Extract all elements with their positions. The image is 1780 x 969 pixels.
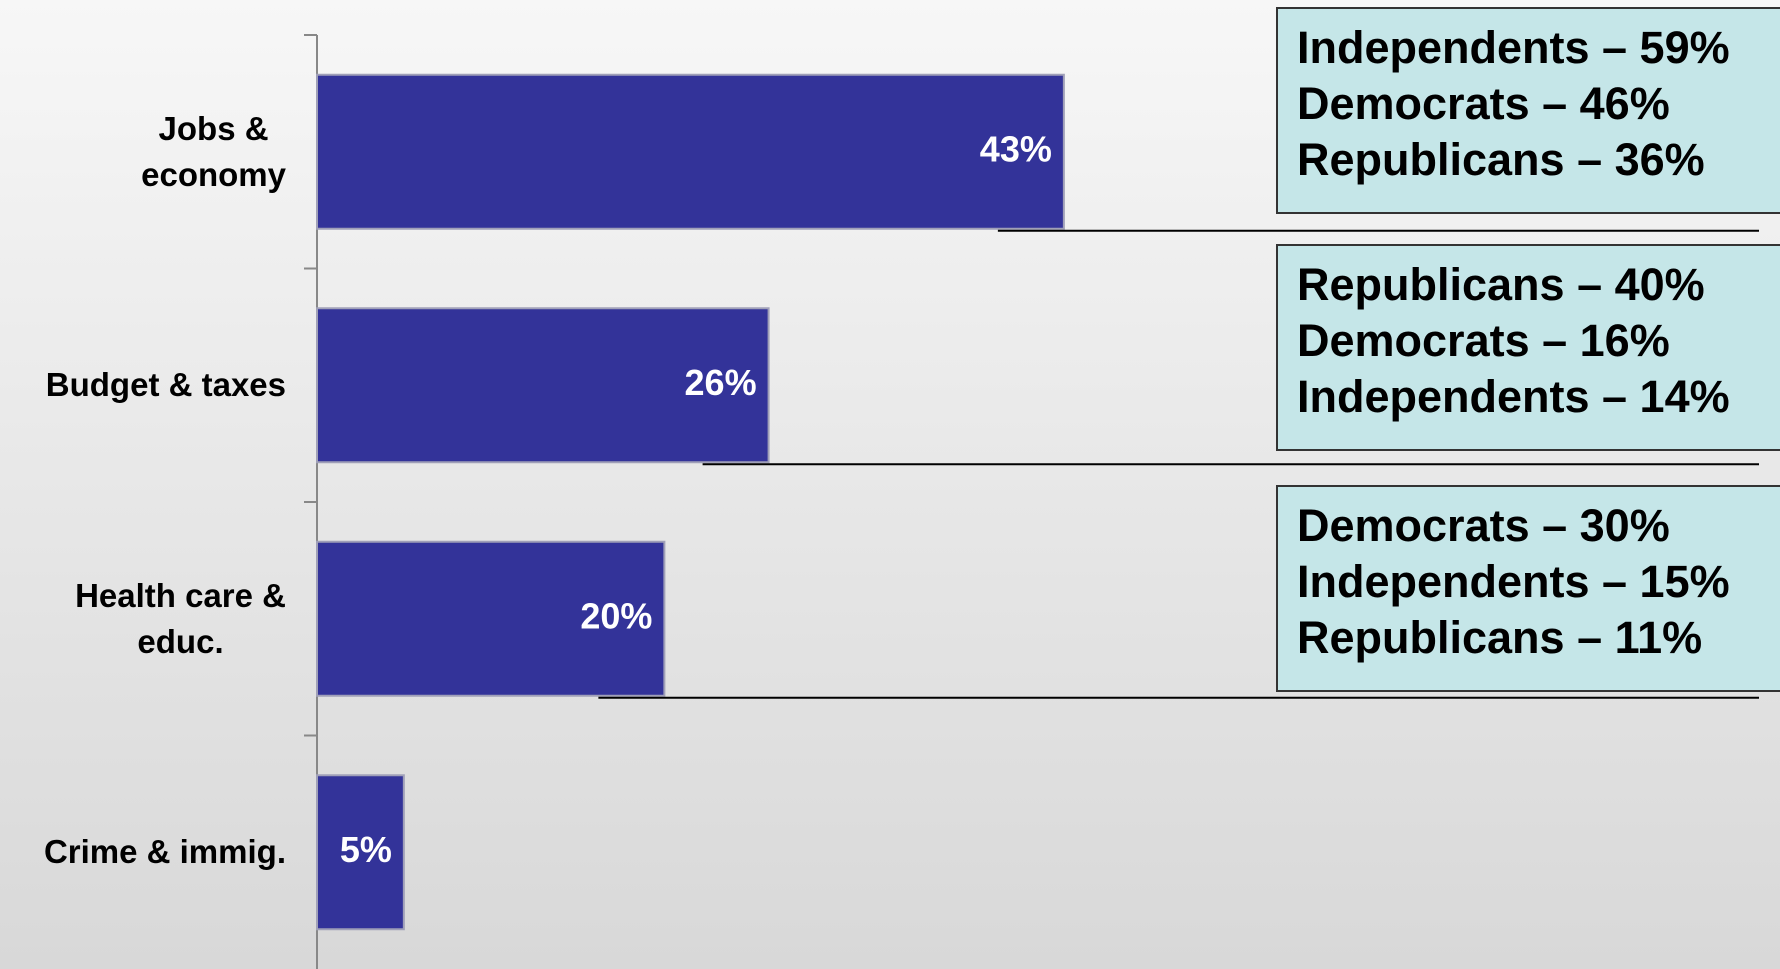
annotation-text: Republicans – 40% xyxy=(1297,259,1705,310)
bar xyxy=(316,774,405,931)
category-label: Health care & educ. xyxy=(75,576,286,660)
annotation-text: Democrats – 30% xyxy=(1297,500,1670,551)
annotation-text: Independents – 14% xyxy=(1297,371,1730,422)
bar xyxy=(316,73,1065,230)
category-label: Jobs & economy xyxy=(141,109,286,193)
annotation-text: Independents – 59% xyxy=(1297,22,1730,73)
annotation-box xyxy=(1276,485,1780,692)
value-label: 43% xyxy=(980,128,1052,169)
annotation-text: Republicans – 11% xyxy=(1297,612,1702,663)
bar xyxy=(316,540,666,697)
annotation-box xyxy=(1276,244,1780,451)
category-label: Budget & taxes xyxy=(45,366,286,404)
annotation-text: Democrats – 46% xyxy=(1297,78,1670,129)
annotation-box xyxy=(1276,7,1780,214)
value-label: 20% xyxy=(580,595,652,636)
annotation-text: Republicans – 36% xyxy=(1297,134,1705,185)
annotation-text: Democrats – 16% xyxy=(1297,315,1670,366)
value-label: 26% xyxy=(685,362,757,403)
annotation-text: Independents – 15% xyxy=(1297,556,1730,607)
value-label: 5% xyxy=(340,829,392,870)
category-label: Crime & immig. xyxy=(43,833,286,871)
bar xyxy=(316,307,770,464)
